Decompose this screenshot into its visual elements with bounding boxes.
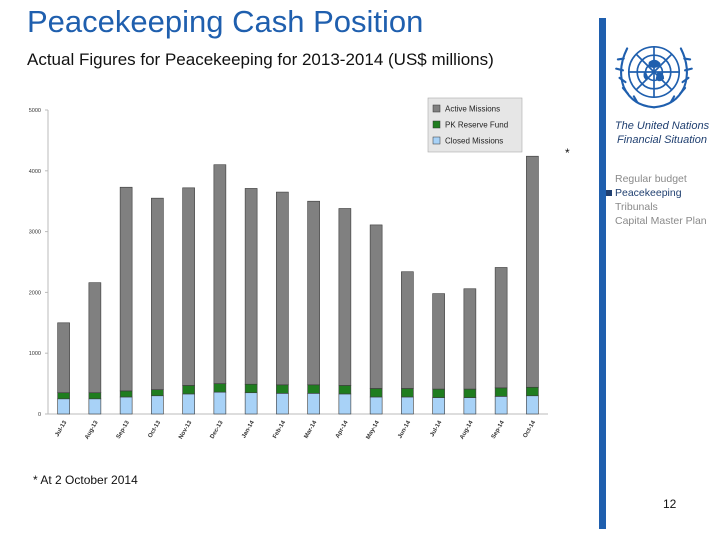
x-tick-label: Mar-14 (303, 419, 318, 439)
bar-segment (57, 322, 70, 394)
x-tick-label: Apr-14 (335, 419, 350, 439)
bar-segment (88, 398, 102, 415)
bar-segment (369, 224, 383, 389)
bar-segment (213, 164, 227, 384)
bar-segment (244, 188, 258, 385)
sidebar-item-peacekeeping[interactable]: Peacekeeping (604, 186, 707, 200)
bar-segment (432, 397, 445, 415)
sidebar-item-tribunals[interactable]: Tribunals (615, 201, 658, 213)
bar-segment (432, 388, 445, 398)
x-tick-label: Aug-13 (84, 419, 100, 440)
bar-segment (494, 387, 508, 397)
bar-segment (57, 392, 70, 400)
bar-segment (182, 393, 195, 415)
x-tick-label: Jul-14 (429, 419, 443, 438)
bar-segment (244, 392, 258, 415)
y-tick-label: 3000 (29, 230, 41, 236)
bar-segment (119, 396, 133, 415)
sidebar-item-capital-master-plan[interactable]: Capital Master Plan (615, 215, 707, 227)
sidebar-item-regular-budget[interactable]: Regular budget (615, 173, 687, 185)
bar-segment (307, 393, 320, 415)
cash-position-chart: 0 1000 2000 3000 4000 5000 Jul-13 Aug-13 Sep-13 O… (29, 97, 548, 441)
x-tick-label: Jun-14 (397, 419, 412, 439)
bar-segment (307, 200, 320, 386)
bar-segment (57, 398, 70, 415)
legend-swatch (432, 104, 441, 113)
x-tick-label: Sep-13 (116, 419, 131, 440)
page-number: 12 (663, 497, 677, 511)
page-subtitle: Actual Figures for Peacekeeping for 2013… (27, 50, 494, 69)
bar-segment (244, 383, 258, 394)
bar-segment (88, 392, 102, 400)
un-emblem-icon (615, 45, 693, 109)
y-tick-label: 4000 (29, 169, 41, 175)
bar-segment (88, 282, 102, 394)
bar-segment (401, 388, 414, 398)
chart-legend (427, 97, 523, 153)
footnote: * At 2 October 2014 (33, 473, 138, 487)
bar-segment (119, 186, 133, 392)
legend-swatch (432, 120, 441, 129)
bar-segment (494, 396, 508, 415)
x-tick-label: Sep-14 (491, 419, 506, 440)
y-tick-label: 5000 (29, 108, 41, 114)
bar-segment (182, 187, 195, 386)
bar-segment (432, 293, 445, 390)
bar-segment (151, 395, 164, 415)
x-tick-label: Dec-13 (210, 419, 225, 440)
bar-segment (338, 385, 352, 395)
x-tick-label: Aug-14 (459, 419, 475, 440)
bar-segment (463, 288, 477, 390)
bar-segment (463, 388, 477, 398)
bar-segment (307, 384, 320, 394)
x-tick-label: May-14 (365, 419, 381, 440)
x-tick-label: Oct-14 (523, 419, 538, 439)
bar-segment (401, 271, 414, 389)
chart-annotation: * (565, 146, 570, 160)
bar-segment (526, 155, 539, 388)
bar-segment (276, 393, 289, 415)
y-tick-label: 2000 (29, 290, 41, 296)
bar-segment (526, 395, 539, 415)
bar-segment (182, 385, 195, 395)
bar-segment (338, 208, 352, 386)
bar-segment (526, 386, 539, 397)
accent-bar (599, 18, 606, 529)
sidebar-list: Regular budget Peacekeeping Tribunals Ca… (604, 172, 707, 228)
x-tick-label: Jul-13 (54, 419, 68, 438)
bar-segment (151, 389, 164, 397)
bar-segment (213, 383, 227, 393)
bar-segment (494, 267, 508, 389)
legend-label: PK Reserve Fund (445, 121, 508, 130)
legend-label: Closed Missions (445, 137, 503, 146)
bar-segment (369, 388, 383, 398)
bar-segment (213, 391, 227, 415)
bar-segment (401, 396, 414, 415)
legend-swatch (432, 136, 441, 145)
bar-segment (151, 197, 164, 390)
x-tick-label: Nov-13 (178, 419, 194, 440)
x-tick-label: Feb-14 (272, 419, 287, 439)
legend-label: Active Missions (445, 105, 500, 114)
y-tick-label: 0 (38, 412, 41, 418)
y-tick-label: 1000 (29, 351, 41, 357)
bar-segment (119, 390, 133, 398)
page-title: Peacekeeping Cash Position (27, 4, 424, 39)
bar-segment (369, 396, 383, 415)
sidebar-heading: The United Nations Financial Situation (614, 120, 710, 146)
bar-segment (463, 397, 477, 415)
bar-segment (276, 384, 289, 394)
x-tick-label: Oct-13 (148, 419, 163, 439)
bar-segment (338, 393, 352, 415)
bar-segment (276, 191, 289, 386)
x-tick-label: Jan-14 (241, 419, 256, 439)
